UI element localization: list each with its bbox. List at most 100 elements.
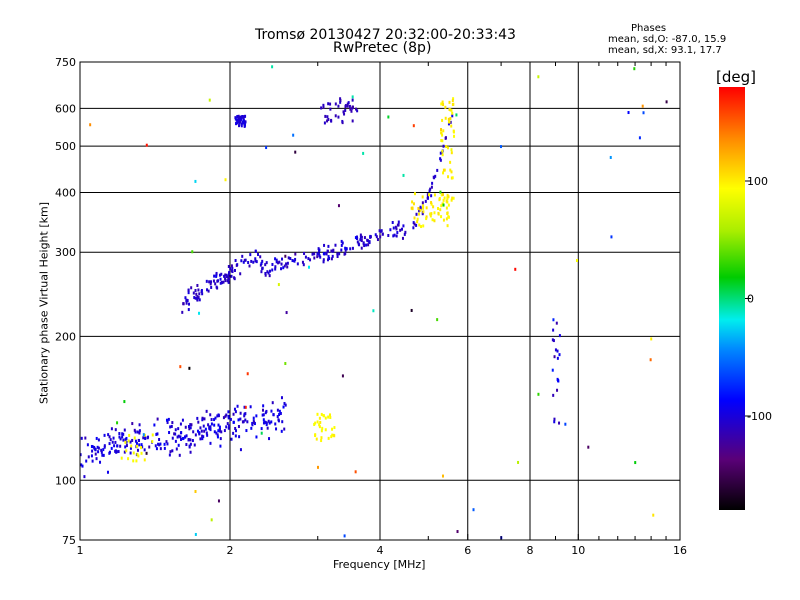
- data-points: [79, 65, 668, 540]
- data-point: [223, 274, 226, 278]
- data-point: [324, 114, 327, 118]
- data-point: [94, 452, 97, 456]
- data-point: [181, 437, 184, 441]
- data-point: [415, 212, 418, 216]
- data-point: [557, 379, 560, 383]
- data-point: [120, 456, 123, 460]
- data-point: [227, 410, 230, 414]
- data-point: [517, 460, 520, 464]
- data-point: [188, 445, 191, 449]
- data-point: [180, 437, 183, 441]
- data-point: [128, 433, 131, 437]
- data-point: [138, 423, 141, 427]
- data-point: [419, 208, 422, 212]
- data-point: [351, 98, 354, 102]
- data-point: [564, 422, 567, 426]
- data-point: [238, 435, 241, 439]
- data-point: [255, 435, 258, 439]
- data-point: [416, 220, 419, 224]
- data-point: [166, 420, 169, 424]
- data-point: [641, 104, 644, 108]
- data-point: [125, 449, 128, 453]
- data-point: [296, 262, 299, 266]
- data-point: [354, 236, 357, 240]
- data-point: [558, 334, 561, 338]
- data-point: [213, 418, 216, 422]
- data-point: [514, 267, 517, 271]
- data-point: [232, 412, 235, 416]
- x-tick-label: 4: [377, 544, 384, 557]
- data-point: [216, 279, 219, 283]
- data-point: [134, 430, 137, 434]
- data-point: [119, 437, 122, 441]
- data-point: [420, 225, 423, 229]
- data-point: [440, 102, 443, 106]
- data-point: [428, 193, 431, 197]
- data-point: [97, 446, 100, 450]
- data-point: [328, 256, 331, 260]
- data-point: [237, 425, 240, 429]
- data-point: [227, 416, 230, 420]
- data-point: [291, 259, 294, 263]
- data-point: [204, 427, 207, 431]
- data-point: [171, 449, 174, 453]
- data-point: [218, 425, 221, 429]
- data-point: [143, 436, 146, 440]
- data-point: [425, 206, 428, 210]
- data-point: [210, 422, 213, 426]
- x-tick-label: 1: [77, 544, 84, 557]
- data-point: [137, 454, 140, 458]
- data-point: [272, 413, 275, 417]
- data-point: [556, 356, 559, 360]
- data-point: [351, 246, 354, 250]
- data-point: [360, 235, 363, 239]
- data-point: [186, 299, 189, 303]
- data-point: [555, 321, 558, 325]
- data-point: [227, 264, 230, 268]
- data-point: [284, 254, 287, 258]
- data-point: [456, 530, 459, 534]
- data-point: [343, 252, 346, 256]
- data-point: [429, 212, 432, 216]
- data-point: [254, 257, 257, 261]
- data-point: [198, 292, 201, 296]
- data-point: [252, 416, 255, 420]
- data-point: [219, 281, 222, 285]
- data-point: [436, 318, 439, 322]
- data-point: [433, 211, 436, 215]
- data-point: [194, 532, 197, 536]
- data-point: [228, 277, 231, 281]
- data-point: [431, 218, 434, 222]
- data-point: [437, 211, 440, 215]
- data-point: [355, 107, 358, 111]
- data-point: [202, 424, 205, 428]
- data-point: [241, 254, 244, 258]
- data-point: [391, 220, 394, 224]
- data-point: [334, 102, 337, 106]
- y-tick-label: 75: [62, 534, 76, 547]
- data-point: [363, 236, 366, 240]
- data-point: [277, 418, 280, 422]
- data-point: [444, 105, 447, 109]
- data-point: [96, 445, 99, 449]
- data-point: [210, 518, 213, 522]
- x-tick-label: 16: [673, 544, 687, 557]
- data-point: [268, 421, 271, 425]
- data-point: [316, 252, 319, 256]
- data-point: [262, 421, 265, 425]
- data-point: [277, 283, 280, 287]
- data-point: [249, 253, 252, 257]
- data-point: [195, 292, 198, 296]
- data-point: [193, 443, 196, 447]
- data-point: [341, 241, 344, 245]
- data-point: [280, 262, 283, 266]
- data-point: [359, 233, 362, 237]
- data-point: [322, 414, 325, 418]
- data-point: [537, 75, 540, 79]
- x-tick-label: 6: [464, 544, 471, 557]
- data-point: [356, 109, 359, 113]
- data-point: [553, 417, 556, 421]
- data-point: [209, 428, 212, 432]
- data-point: [320, 436, 323, 440]
- data-point: [108, 442, 111, 446]
